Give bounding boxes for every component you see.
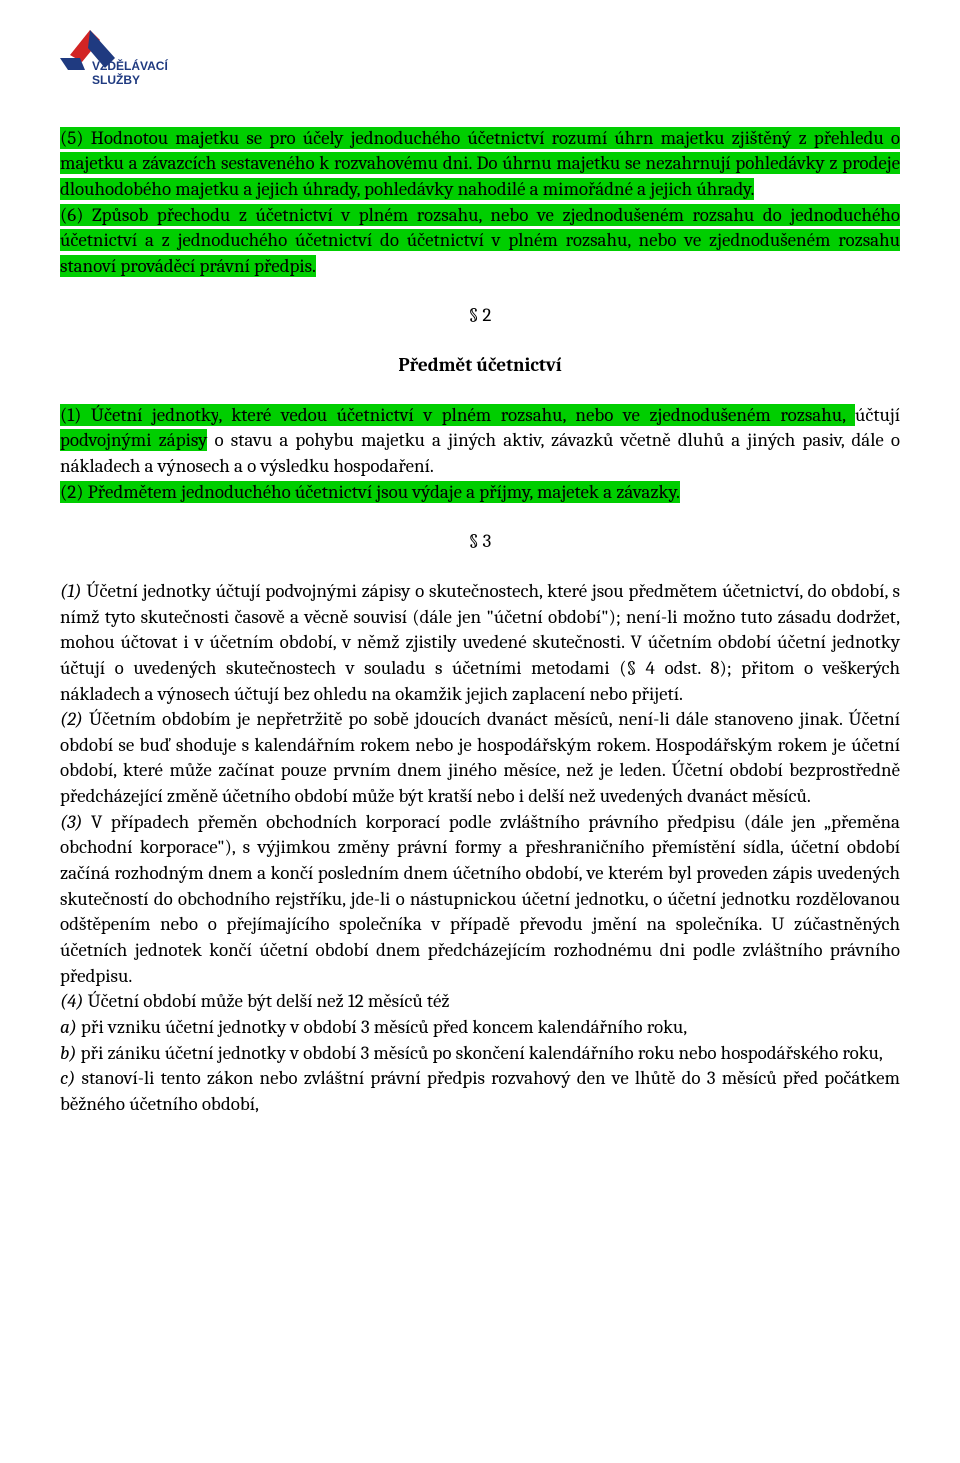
para-3-1: (1) Účetní jednotky účtují podvojnými zá… xyxy=(60,579,900,707)
para-2-1-c: účtují xyxy=(855,404,900,426)
para-3-4-rest: Účetní období může být delší než 12 měsí… xyxy=(83,990,449,1012)
para-6-text: (6) Způsob přechodu z účetnictví v plném… xyxy=(60,204,900,277)
para-3-c: c) stanoví-li tento zákon nebo zvláštní … xyxy=(60,1066,900,1117)
para-3-4-lead: (4) xyxy=(60,990,83,1012)
para-2-1-a: (1) Účetní jednotky xyxy=(60,404,218,426)
para-3-3: (3) V případech přeměn obchodních korpor… xyxy=(60,810,900,989)
para-2-1: (1) Účetní jednotky, které vedou účetnic… xyxy=(60,403,900,480)
para-2-1-b: , které vedou účetnictví v plném rozsahu… xyxy=(218,404,854,426)
para-5: (5) Hodnotou majetku se pro účely jednod… xyxy=(60,126,900,203)
para-3-2-lead: (2) xyxy=(60,708,83,730)
para-3-2-rest: Účetním obdobím je nepřetržitě po sobě j… xyxy=(60,708,900,807)
para-3-b-lead: b) xyxy=(60,1042,77,1064)
para-2-2: (2) Předmětem jednoduchého účetnictví js… xyxy=(60,480,900,506)
para-3-c-rest: stanoví-li tento zákon nebo zvláštní prá… xyxy=(60,1067,900,1115)
section-2-number: § 2 xyxy=(60,303,900,329)
para-3-b-rest: při zániku účetní jednotky v období 3 mě… xyxy=(77,1042,883,1064)
logo-text-1: VZDĚLÁVACÍ xyxy=(92,58,168,73)
brand-logo: VZDĚLÁVACÍ SLUŽBY xyxy=(60,20,200,90)
para-3-b: b) při zániku účetní jednotky v období 3… xyxy=(60,1041,900,1067)
para-3-c-lead: c) xyxy=(60,1067,75,1089)
section-3-number: § 3 xyxy=(60,529,900,555)
para-2-2-text: (2) Předmětem jednoduchého účetnictví js… xyxy=(60,481,680,503)
para-3-1-rest: Účetní jednotky účtují podvojnými zápisy… xyxy=(60,580,900,705)
section-2-title: Předmět účetnictví xyxy=(60,353,900,379)
para-3-a-rest: při vzniku účetní jednotky v období 3 mě… xyxy=(77,1016,687,1038)
para-3-2: (2) Účetním obdobím je nepřetržitě po so… xyxy=(60,707,900,810)
para-3-1-lead: (1) xyxy=(60,580,82,602)
para-5-text: (5) Hodnotou majetku se pro účely jednod… xyxy=(60,127,900,200)
para-3-3-rest: V případech přeměn obchodních korporací … xyxy=(60,811,900,987)
para-6: (6) Způsob přechodu z účetnictví v plném… xyxy=(60,203,900,280)
para-3-a-lead: a) xyxy=(60,1016,77,1038)
para-2-1-d: podvojnými zápisy xyxy=(60,429,207,451)
para-3-3-lead: (3) xyxy=(60,811,82,833)
logo-text-2: SLUŽBY xyxy=(92,72,140,87)
para-3-a: a) při vzniku účetní jednotky v období 3… xyxy=(60,1015,900,1041)
para-3-4: (4) Účetní období může být delší než 12 … xyxy=(60,989,900,1015)
